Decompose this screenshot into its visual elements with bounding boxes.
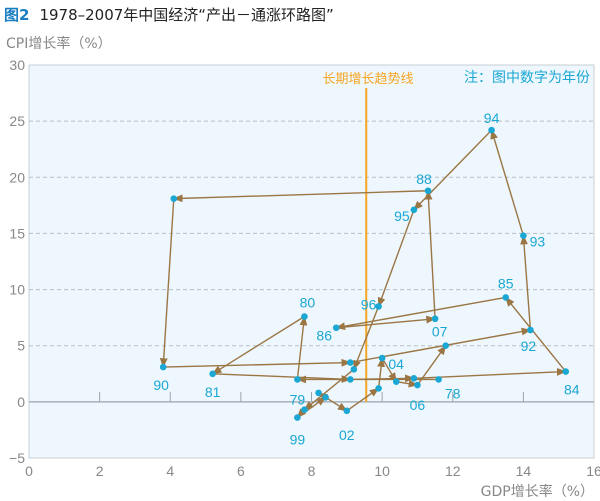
data-point bbox=[375, 303, 382, 310]
x-tick-label: 4 bbox=[166, 463, 174, 479]
chart-title: 图2 1978–2007年中国经济“产出－通涨环路图” bbox=[4, 4, 334, 25]
point-label: 88 bbox=[416, 171, 432, 187]
x-tick-label: 10 bbox=[374, 463, 390, 479]
path-arrow bbox=[505, 296, 567, 372]
path-arrow bbox=[350, 374, 415, 383]
point-label: 04 bbox=[388, 356, 404, 372]
data-point bbox=[442, 342, 449, 350]
point-label: 94 bbox=[484, 110, 500, 126]
path-arrow bbox=[353, 306, 380, 371]
data-point bbox=[350, 365, 358, 373]
point-label: 78 bbox=[445, 385, 461, 401]
point-label: 90 bbox=[153, 377, 169, 393]
y-tick-label: 10 bbox=[9, 282, 25, 298]
x-tick-label: 12 bbox=[445, 463, 461, 479]
point-label: 02 bbox=[339, 427, 355, 443]
x-tick-label: 2 bbox=[96, 463, 104, 479]
point-label: 84 bbox=[564, 382, 580, 398]
path-arrow bbox=[159, 198, 175, 369]
path-arrow bbox=[346, 387, 380, 412]
path-arrow bbox=[396, 379, 419, 388]
x-tick-label: 0 bbox=[25, 463, 33, 479]
point-label: 85 bbox=[498, 275, 514, 291]
title-text: 1978–2007年中国经济“产出－通涨环路图” bbox=[39, 6, 334, 24]
note: 注：图中数字为年份 bbox=[464, 69, 590, 85]
data-point bbox=[410, 374, 418, 382]
path-arrow bbox=[424, 189, 436, 319]
trend-line-label: 长期增长趋势线 bbox=[322, 71, 413, 87]
data-point bbox=[159, 363, 167, 371]
data-point bbox=[435, 376, 442, 383]
path-arrow bbox=[163, 358, 352, 368]
data-point bbox=[410, 206, 418, 214]
path-arrow bbox=[416, 344, 447, 386]
point-label: 92 bbox=[521, 338, 537, 354]
point-label: 93 bbox=[530, 234, 546, 250]
y-tick-label: 20 bbox=[9, 169, 25, 185]
data-point bbox=[527, 326, 534, 334]
data-point bbox=[378, 354, 386, 362]
x-tick-label: 14 bbox=[516, 463, 532, 479]
x-tick-label: 16 bbox=[586, 463, 600, 479]
data-point bbox=[431, 315, 439, 323]
path-arrow bbox=[336, 315, 437, 329]
x-tick-label: 6 bbox=[237, 463, 245, 479]
data-point bbox=[332, 324, 340, 332]
path-arrow bbox=[172, 190, 429, 203]
data-point bbox=[375, 385, 382, 392]
data-point bbox=[392, 378, 400, 385]
data-point bbox=[347, 376, 354, 383]
path-arrow bbox=[377, 357, 385, 389]
path-arrow bbox=[211, 315, 305, 375]
point-label: 99 bbox=[290, 432, 306, 448]
data-point bbox=[414, 381, 421, 389]
point-label: 96 bbox=[361, 296, 377, 312]
data-point bbox=[488, 126, 495, 134]
data-point bbox=[294, 376, 301, 383]
y-tick-label: 0 bbox=[17, 394, 25, 410]
data-point bbox=[562, 368, 570, 375]
point-label: 80 bbox=[300, 295, 316, 311]
data-point bbox=[322, 394, 329, 401]
point-label: 95 bbox=[394, 208, 410, 224]
point-label: 86 bbox=[316, 328, 332, 344]
y-tick-label: 30 bbox=[9, 57, 25, 73]
point-label: 07 bbox=[432, 324, 448, 340]
y-tick-label: 5 bbox=[17, 338, 25, 354]
data-point bbox=[301, 406, 308, 414]
data-point bbox=[347, 359, 354, 366]
data-point bbox=[502, 294, 510, 301]
data-point bbox=[301, 313, 308, 320]
data-point bbox=[315, 389, 322, 397]
x-axis-label: GDP增长率（%） bbox=[481, 483, 594, 500]
path-arrow bbox=[335, 296, 506, 331]
x-tick-label: 8 bbox=[308, 463, 316, 479]
path-arrow bbox=[212, 373, 352, 383]
data-point bbox=[520, 232, 527, 239]
point-label: 79 bbox=[290, 391, 306, 407]
point-label: 81 bbox=[205, 384, 221, 400]
data-point bbox=[424, 187, 432, 195]
path-arrow bbox=[381, 357, 397, 383]
path-arrow bbox=[296, 315, 308, 380]
y-axis-label: CPI增长率（%） bbox=[6, 35, 112, 52]
data-point bbox=[343, 407, 351, 415]
path-arrow bbox=[377, 209, 415, 308]
data-point bbox=[209, 370, 216, 378]
path-arrow bbox=[490, 129, 525, 236]
path-arrow bbox=[520, 234, 532, 331]
path-arrow bbox=[303, 368, 355, 411]
y-tick-label: 15 bbox=[9, 225, 25, 241]
point-label: 06 bbox=[410, 397, 426, 413]
path-arrow bbox=[413, 129, 493, 211]
data-point bbox=[170, 195, 178, 202]
y-tick-label: −5 bbox=[9, 450, 25, 466]
data-point bbox=[294, 414, 301, 421]
y-tick-label: 25 bbox=[9, 113, 25, 129]
figure-number: 图2 bbox=[4, 6, 30, 24]
